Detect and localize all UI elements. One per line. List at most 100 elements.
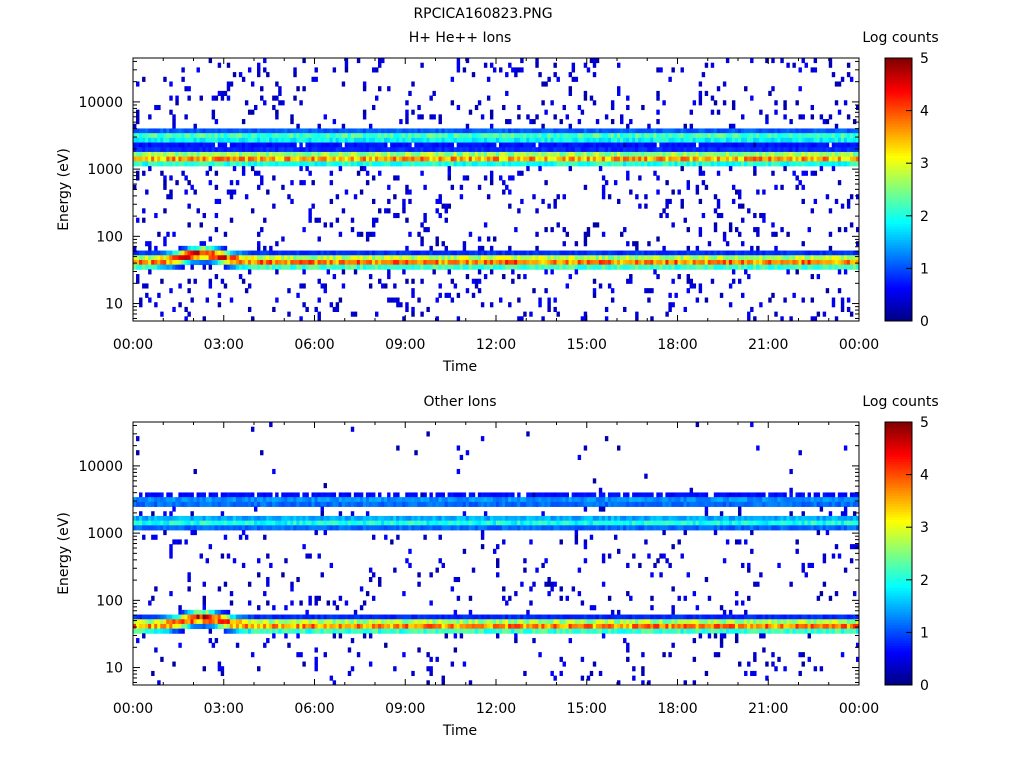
heatmap-cell bbox=[698, 166, 703, 172]
heatmap-cell bbox=[465, 259, 470, 266]
heatmap-cell bbox=[365, 623, 370, 630]
heatmap-cell bbox=[157, 520, 161, 526]
heatmap-cell bbox=[604, 137, 609, 143]
heatmap-cell bbox=[499, 156, 503, 162]
heatmap-cell bbox=[780, 128, 784, 134]
heatmap-cell bbox=[571, 142, 576, 148]
heatmap-cell bbox=[762, 259, 766, 266]
heatmap-cell bbox=[568, 147, 573, 153]
heatmap-cell bbox=[359, 259, 364, 266]
heatmap-cell bbox=[471, 156, 476, 162]
heatmap-cell bbox=[492, 67, 497, 73]
colorbar-step bbox=[885, 202, 912, 206]
heatmap-cell bbox=[235, 642, 240, 648]
heatmap-cell bbox=[450, 161, 455, 167]
heatmap-cell bbox=[471, 142, 476, 148]
heatmap-cell bbox=[568, 166, 573, 172]
heatmap-cell bbox=[768, 259, 772, 266]
heatmap-cell bbox=[680, 161, 684, 167]
heatmap-cell bbox=[308, 147, 312, 153]
heatmap-cell bbox=[408, 90, 412, 96]
heatmap-cell bbox=[172, 142, 176, 148]
heatmap-cell bbox=[142, 161, 146, 167]
heatmap-cell bbox=[417, 156, 421, 162]
heatmap-cell bbox=[780, 161, 784, 167]
heatmap-cell bbox=[692, 142, 697, 148]
heatmap-cell bbox=[704, 137, 709, 143]
heatmap-cell bbox=[698, 250, 703, 256]
heatmap-cell bbox=[136, 81, 140, 87]
heatmap-cell bbox=[807, 161, 811, 167]
heatmap-cell bbox=[508, 137, 512, 143]
heatmap-cell bbox=[317, 553, 321, 559]
heatmap-cell bbox=[565, 283, 569, 289]
heatmap-cell bbox=[362, 128, 367, 134]
heatmap-cell bbox=[647, 142, 651, 148]
heatmap-cell bbox=[707, 128, 712, 134]
heatmap-cell bbox=[774, 156, 778, 162]
heatmap-cell bbox=[447, 264, 452, 270]
heatmap-cell bbox=[335, 525, 340, 531]
heatmap-cell bbox=[753, 170, 757, 176]
heatmap-cell bbox=[145, 515, 149, 522]
heatmap-cell bbox=[734, 189, 739, 195]
heatmap-cell bbox=[208, 609, 213, 615]
heatmap-cell bbox=[202, 128, 206, 134]
heatmap-cell bbox=[296, 156, 300, 162]
heatmap-cell bbox=[142, 133, 146, 139]
heatmap-cell bbox=[151, 623, 155, 630]
heatmap-cell bbox=[356, 497, 361, 503]
heatmap-cell bbox=[647, 259, 651, 266]
heatmap-cell bbox=[308, 250, 312, 256]
colorbar-step bbox=[885, 257, 912, 262]
heatmap-cell bbox=[235, 623, 240, 630]
heatmap-cell bbox=[238, 147, 243, 153]
heatmap-cell bbox=[526, 142, 530, 148]
heatmap-cell bbox=[710, 128, 715, 134]
heatmap-cell bbox=[623, 250, 627, 256]
heatmap-cell bbox=[347, 255, 352, 261]
heatmap-cell bbox=[813, 170, 818, 176]
heatmap-cell bbox=[613, 259, 618, 266]
heatmap-cell bbox=[559, 161, 563, 167]
heatmap-cell bbox=[163, 623, 167, 630]
heatmap-cell bbox=[148, 114, 152, 120]
heatmap-cell bbox=[686, 128, 690, 134]
heatmap-cell bbox=[296, 633, 300, 639]
heatmap-cell bbox=[417, 104, 421, 111]
heatmap-cell bbox=[238, 515, 243, 522]
heatmap-cell bbox=[592, 259, 597, 266]
heatmap-cell bbox=[362, 264, 367, 270]
heatmap-cell bbox=[169, 151, 173, 158]
heatmap-cell bbox=[562, 194, 566, 200]
heatmap-cell bbox=[350, 614, 355, 620]
heatmap-cell bbox=[314, 151, 318, 158]
heatmap-cell bbox=[214, 133, 219, 139]
heatmap-cell bbox=[148, 166, 152, 172]
colorbar-step bbox=[885, 126, 912, 130]
heatmap-cell bbox=[496, 137, 500, 143]
heatmap-cell bbox=[508, 245, 512, 251]
heatmap-cell bbox=[707, 156, 712, 162]
heatmap-cell bbox=[290, 492, 294, 498]
heatmap-cell bbox=[780, 316, 784, 322]
heatmap-cell bbox=[586, 156, 591, 162]
heatmap-cell bbox=[695, 297, 700, 303]
heatmap-cell bbox=[281, 259, 285, 266]
heatmap-cell bbox=[405, 306, 409, 313]
heatmap-cell bbox=[429, 156, 433, 162]
heatmap-cell bbox=[571, 259, 576, 266]
heatmap-cell bbox=[816, 255, 821, 261]
heatmap-cell bbox=[550, 269, 554, 275]
heatmap-cell bbox=[254, 250, 258, 256]
heatmap-cell bbox=[329, 255, 334, 261]
heatmap-cell bbox=[559, 156, 563, 162]
heatmap-cell bbox=[399, 259, 403, 266]
heatmap-cell bbox=[196, 497, 200, 503]
heatmap-cell bbox=[620, 151, 624, 158]
heatmap-cell bbox=[263, 497, 267, 503]
heatmap-cell bbox=[350, 227, 355, 233]
heatmap-cell bbox=[205, 133, 210, 139]
heatmap-cell bbox=[810, 264, 815, 270]
heatmap-cell bbox=[347, 670, 352, 677]
